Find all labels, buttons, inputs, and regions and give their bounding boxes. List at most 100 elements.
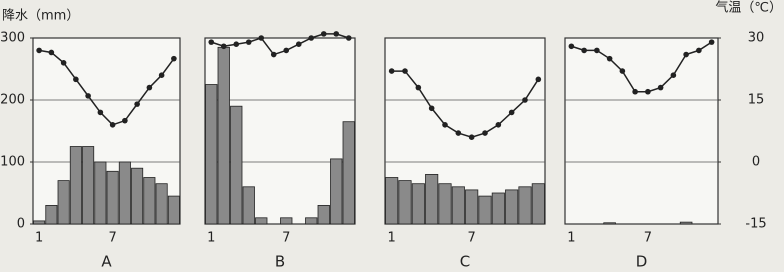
temperature-point [581, 48, 587, 54]
y2-tick-label: 30 [748, 31, 765, 46]
precipitation-bar [306, 218, 318, 224]
temperature-point [333, 31, 339, 37]
precipitation-bar [70, 147, 81, 225]
temperature-point [159, 72, 165, 78]
temperature-point [683, 52, 689, 58]
x-tick-label: 7 [644, 231, 652, 246]
temperature-point [569, 43, 575, 49]
temperature-point [73, 77, 79, 83]
temperature-point [147, 85, 153, 91]
temperature-point [402, 68, 408, 74]
temperature-point [246, 39, 252, 45]
x-tick-label: 1 [388, 231, 396, 246]
temperature-point [296, 41, 302, 47]
temperature-point [98, 110, 104, 116]
plot-area [565, 38, 718, 224]
y-tick-label: 0 [17, 217, 25, 232]
precipitation-bar [206, 85, 218, 225]
precipitation-bar [95, 162, 106, 224]
x-tick-label: 1 [567, 231, 575, 246]
temperature-point [283, 48, 289, 54]
temperature-point [607, 56, 613, 62]
panel-label: A [101, 253, 112, 271]
temperature-point [49, 50, 55, 56]
precipitation-bar [479, 196, 491, 224]
precipitation-bar [34, 221, 45, 224]
precipitation-bar [256, 218, 268, 224]
temperature-point [509, 110, 515, 116]
precipitation-bar [532, 184, 544, 224]
precipitation-bar [386, 178, 398, 225]
precipitation-bar [492, 193, 504, 224]
temperature-point [416, 85, 422, 91]
temperature-point [208, 39, 214, 45]
panel-label: B [275, 253, 285, 271]
temperature-point [632, 89, 638, 95]
y-tick-label: 200 [0, 93, 25, 108]
temperature-point [658, 85, 664, 91]
precipitation-bar [399, 181, 411, 224]
precipitation-bar [466, 190, 478, 224]
precipitation-bar [318, 205, 330, 224]
temperature-point [594, 48, 600, 54]
precipitation-bar [58, 181, 69, 224]
temperature-point [469, 134, 475, 140]
precipitation-bar [46, 205, 57, 224]
temperature-point [620, 68, 626, 74]
page: 降水（mm）010020030017A17B17C气温（℃）-150153017… [0, 0, 784, 272]
precipitation-bar [144, 178, 155, 225]
temperature-point [671, 72, 677, 78]
temperature-point [258, 35, 264, 41]
precipitation-bar [604, 223, 616, 224]
precipitation-bar [343, 122, 355, 224]
panel-label: D [636, 253, 648, 271]
temperature-point [645, 89, 651, 95]
temperature-point [61, 60, 67, 66]
chart: 降水（mm）010020030017A17B17C气温（℃）-150153017… [0, 0, 784, 272]
temperature-point [233, 41, 239, 47]
precipitation-bar [243, 187, 255, 224]
precipitation-bar [156, 184, 167, 224]
temperature-point [134, 101, 140, 107]
precipitation-bar [168, 196, 179, 224]
temperature-point [522, 97, 528, 103]
y-axis-label: 降水（mm） [2, 9, 79, 24]
y2-axis-label: 气温（℃） [715, 0, 782, 16]
precipitation-bar [119, 162, 130, 224]
temperature-point [536, 77, 542, 83]
y-tick-label: 100 [0, 155, 25, 170]
precipitation-bar [107, 171, 118, 224]
precipitation-bar [519, 187, 531, 224]
temperature-point [442, 122, 448, 128]
precipitation-bar [452, 187, 464, 224]
precipitation-bar [506, 190, 518, 224]
temperature-point [389, 68, 395, 74]
precipitation-bar [331, 159, 343, 224]
x-tick-label: 1 [207, 231, 215, 246]
precipitation-bar [218, 47, 230, 224]
precipitation-bar [132, 168, 143, 224]
x-tick-label: 7 [108, 231, 116, 246]
precipitation-bar [439, 184, 451, 224]
temperature-point [271, 52, 277, 58]
y2-tick-label: -15 [745, 217, 766, 232]
y2-tick-label: 0 [752, 155, 760, 170]
temperature-point [85, 93, 91, 99]
temperature-point [429, 105, 435, 111]
temperature-point [308, 35, 314, 41]
temperature-point [321, 31, 327, 37]
panel-label: C [460, 253, 470, 271]
x-tick-label: 7 [468, 231, 476, 246]
temperature-point [709, 39, 715, 45]
precipitation-bar [412, 184, 424, 224]
temperature-point [221, 43, 227, 49]
temperature-point [696, 48, 702, 54]
x-tick-label: 7 [282, 231, 290, 246]
temperature-point [346, 35, 352, 41]
y2-tick-label: 15 [748, 93, 765, 108]
precipitation-bar [426, 174, 438, 224]
temperature-point [36, 48, 42, 54]
temperature-point [496, 122, 502, 128]
y-tick-label: 300 [0, 31, 25, 46]
precipitation-bar [231, 106, 243, 224]
